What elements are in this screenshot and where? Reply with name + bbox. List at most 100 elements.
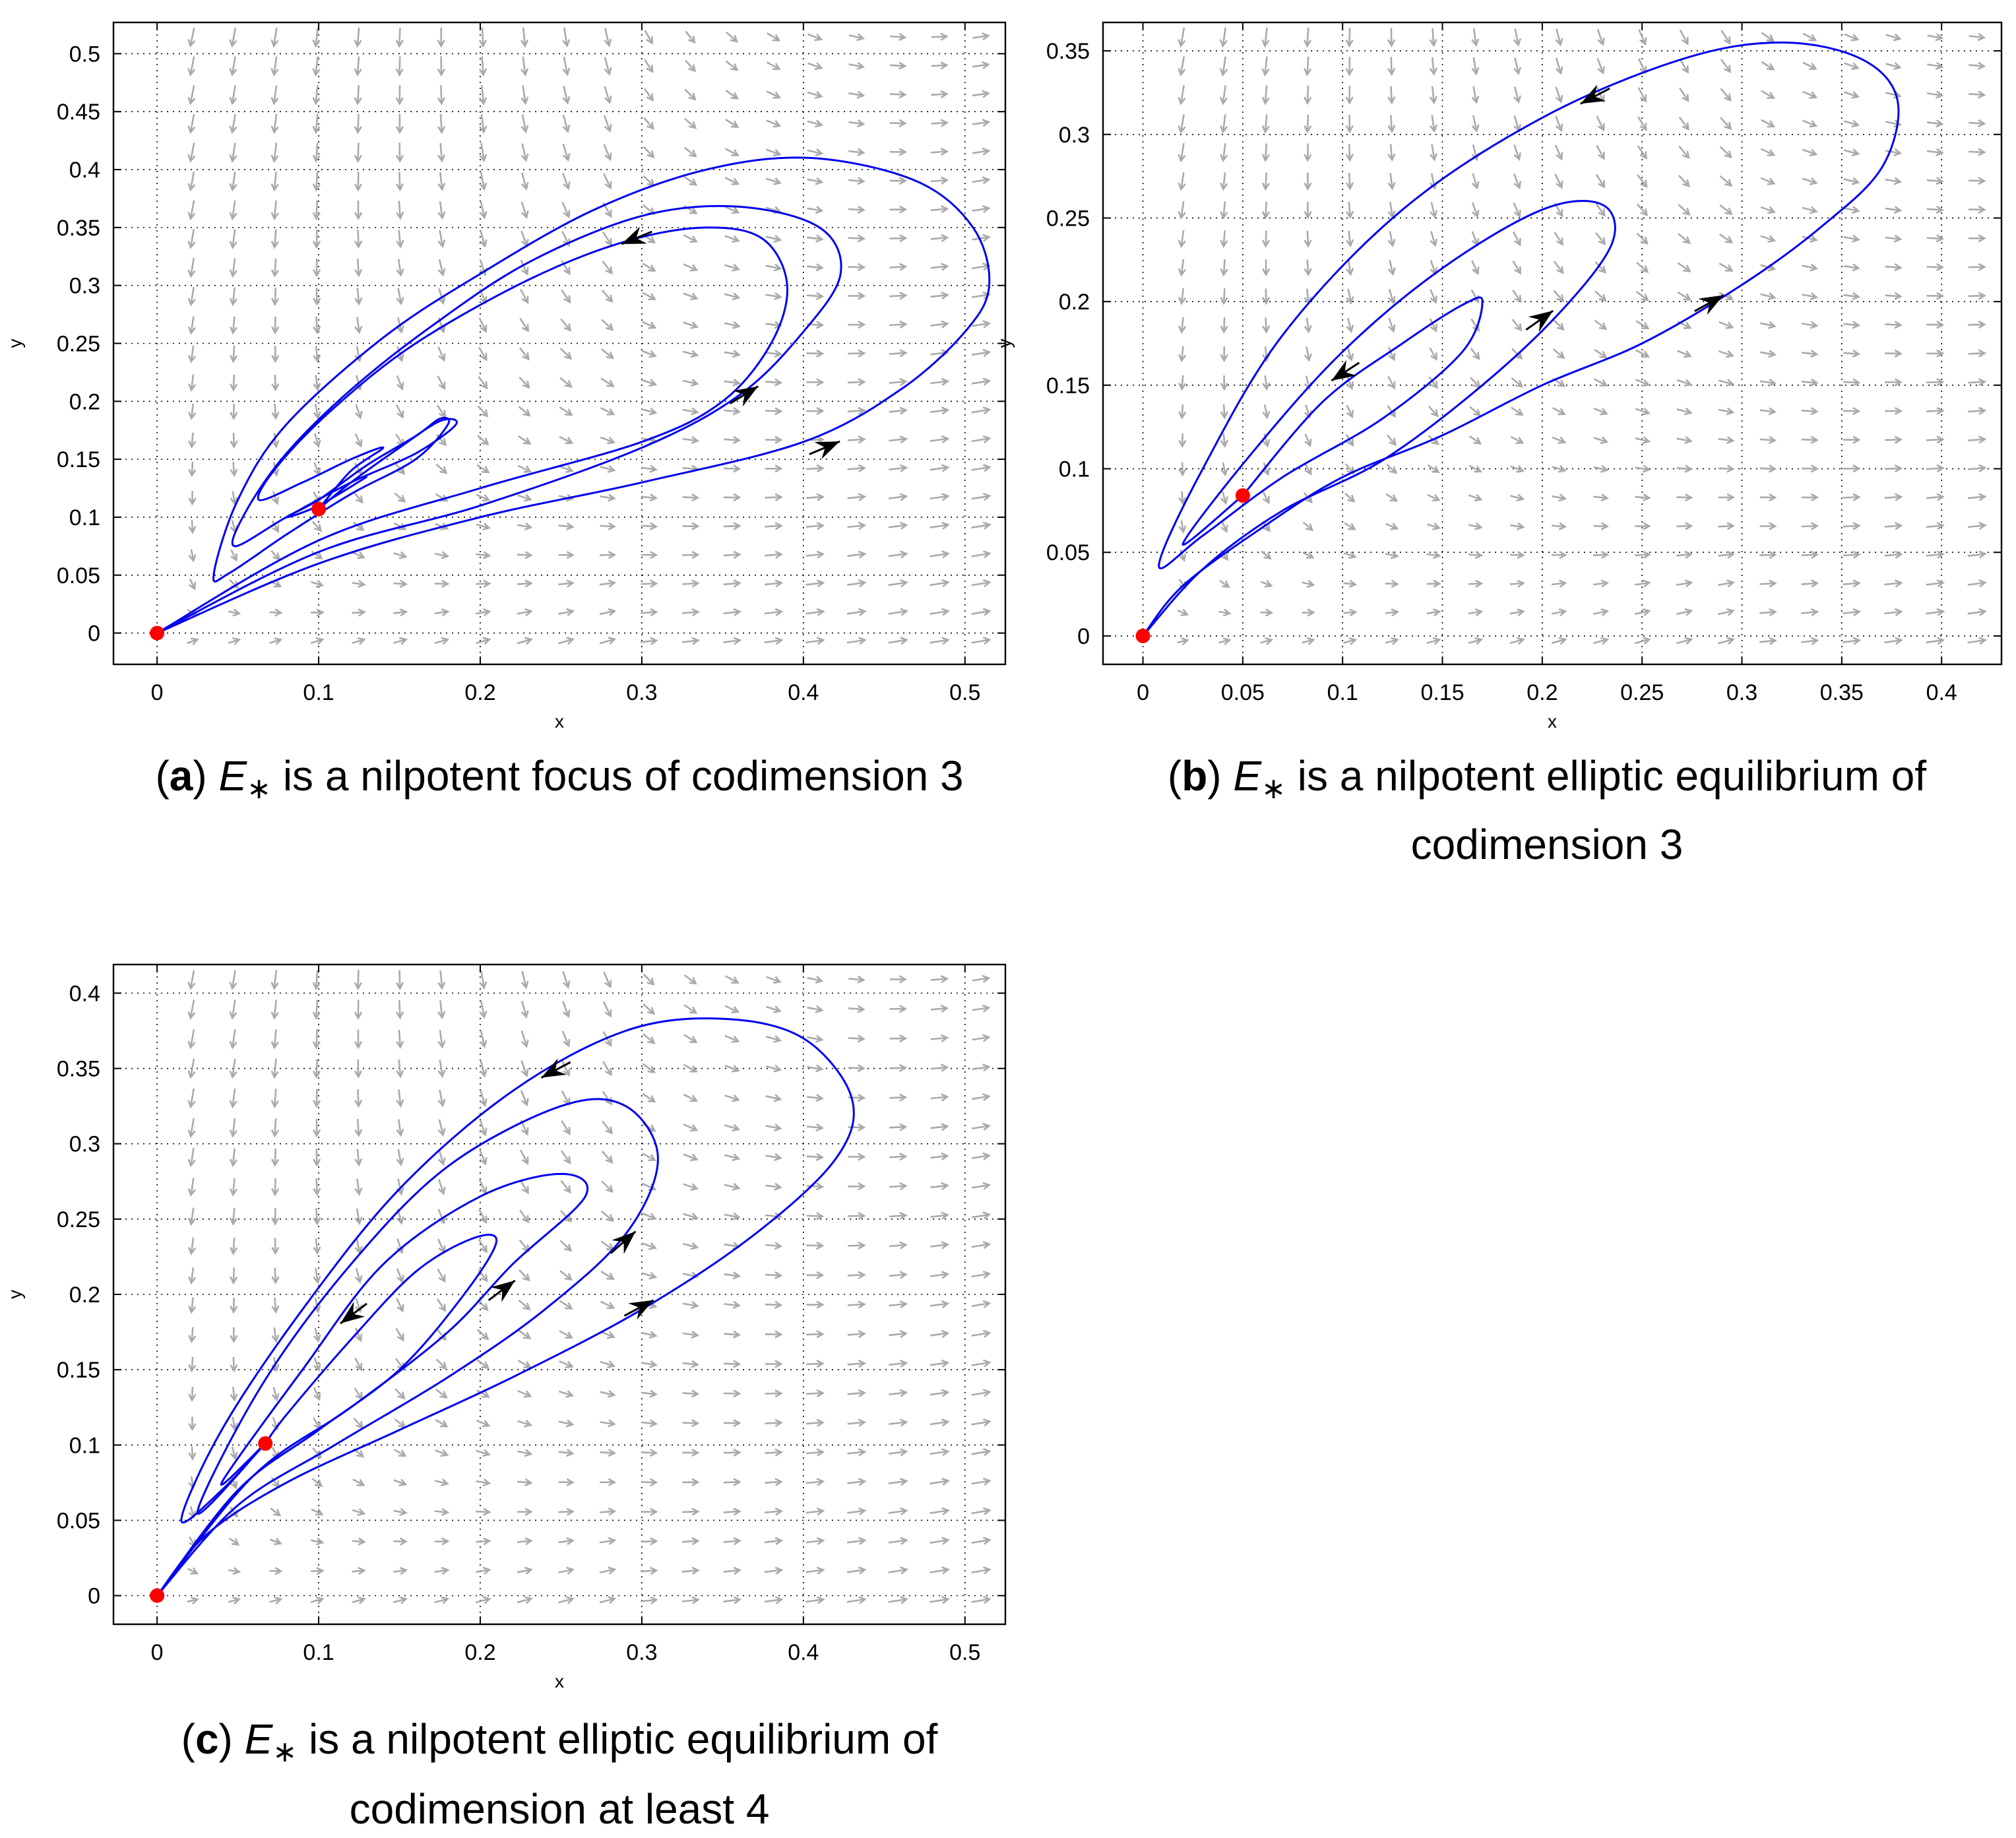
field-arrow [315, 1238, 319, 1253]
field-arrow-head [1810, 407, 1819, 416]
field-arrow [683, 1153, 697, 1160]
field-arrow [232, 1118, 236, 1137]
field-arrow [1389, 115, 1393, 132]
field-arrow-head [520, 980, 529, 990]
field-arrow [476, 1449, 489, 1455]
field-arrow [1556, 28, 1561, 46]
field-arrow-head [774, 1478, 784, 1486]
field-arrow [561, 1030, 570, 1046]
field-arrow-head [1474, 551, 1484, 559]
field-arrow [1967, 466, 1986, 470]
field-arrow [189, 143, 195, 162]
field-arrow [889, 1185, 906, 1188]
field-arrow [1884, 495, 1901, 499]
field-arrow-head [1723, 36, 1731, 45]
field-arrow-head [482, 1596, 491, 1604]
field-arrow-head [1433, 579, 1441, 588]
field-arrow-head [730, 92, 740, 100]
field-arrow-head [1936, 522, 1945, 530]
field-arrow-head [1178, 211, 1186, 220]
field-arrow-head [270, 183, 279, 192]
field-arrow [1390, 57, 1393, 75]
field-arrow-head [1556, 266, 1564, 274]
field-arrow-head [1894, 406, 1903, 416]
field-arrow-head [187, 68, 196, 77]
field-arrow [1718, 467, 1734, 470]
field-arrow-head [437, 1040, 446, 1049]
field-arrow [1843, 207, 1859, 212]
field-arrow-head [982, 1034, 991, 1042]
field-arrow-head [1178, 383, 1187, 391]
field-arrow-head [733, 579, 741, 588]
field-arrow [805, 1509, 823, 1514]
field-arrow-head [520, 181, 529, 191]
field-arrow-head [1936, 550, 1945, 559]
field-arrow [602, 1120, 613, 1134]
field-arrow [190, 374, 195, 391]
field-arrow-head [941, 1418, 950, 1427]
field-arrow [1260, 639, 1272, 644]
field-arrow-head [230, 383, 238, 392]
field-arrow-head [479, 154, 488, 163]
field-arrow [806, 352, 823, 355]
field-arrow [357, 1059, 360, 1077]
field-arrow-head [1978, 435, 1987, 444]
field-arrow [930, 323, 948, 327]
field-arrow-head [1766, 63, 1775, 71]
field-arrow-head [856, 61, 866, 71]
field-arrow [1306, 27, 1309, 46]
field-arrow-head [524, 1537, 533, 1546]
field-arrow-head [816, 522, 825, 530]
field-arrow-head [940, 1034, 949, 1042]
field-arrow-head [437, 1069, 446, 1079]
field-arrow [1513, 231, 1521, 245]
field-arrow-head [604, 38, 612, 48]
field-arrow-head [648, 407, 658, 416]
field-arrow [1513, 173, 1521, 189]
field-arrow-head [605, 294, 614, 303]
field-arrow [478, 346, 488, 360]
field-arrow [273, 1029, 277, 1048]
field-arrow-head [814, 62, 823, 71]
field-arrow [600, 1360, 615, 1367]
field-arrow-head [733, 1596, 742, 1604]
field-arrow [1802, 352, 1817, 356]
field-arrow-head [1516, 465, 1525, 473]
field-arrow [764, 1569, 782, 1573]
field-arrow-head [271, 439, 280, 449]
field-arrow-head [481, 1361, 490, 1370]
field-arrow-head [858, 349, 866, 358]
field-arrow-head [1262, 410, 1271, 420]
field-arrow-head [1387, 296, 1396, 305]
field-arrow [228, 639, 239, 644]
field-arrow [1678, 174, 1690, 187]
x-tick-label: 0.15 [1420, 680, 1464, 705]
field-arrow-head [1391, 608, 1400, 617]
field-arrow [1306, 288, 1309, 303]
field-arrow-head [229, 96, 237, 106]
field-arrow [521, 143, 527, 161]
field-arrow-head [647, 1095, 656, 1103]
field-arrow [1718, 263, 1733, 272]
field-arrow-head [941, 1271, 950, 1279]
field-arrow [1426, 610, 1440, 615]
field-arrow [765, 1392, 782, 1395]
field-arrow-head [646, 150, 655, 159]
field-arrow [807, 178, 823, 183]
field-arrow-head [605, 1155, 614, 1164]
field-arrow [765, 524, 782, 528]
field-arrow-head [566, 551, 575, 559]
field-arrow [723, 1569, 740, 1573]
field-arrow-head [816, 493, 825, 501]
field-arrow [1468, 435, 1481, 445]
field-arrow-head [690, 350, 699, 358]
field-arrow [724, 1034, 739, 1042]
field-arrow-head [1642, 608, 1651, 616]
field-arrow [434, 553, 448, 557]
field-arrow [393, 582, 406, 585]
field-arrow-head [1935, 90, 1944, 99]
field-arrow-head [1304, 467, 1312, 476]
field-arrow-head [773, 177, 782, 185]
field-arrow [1472, 28, 1477, 46]
field-arrow-head [1769, 522, 1777, 530]
